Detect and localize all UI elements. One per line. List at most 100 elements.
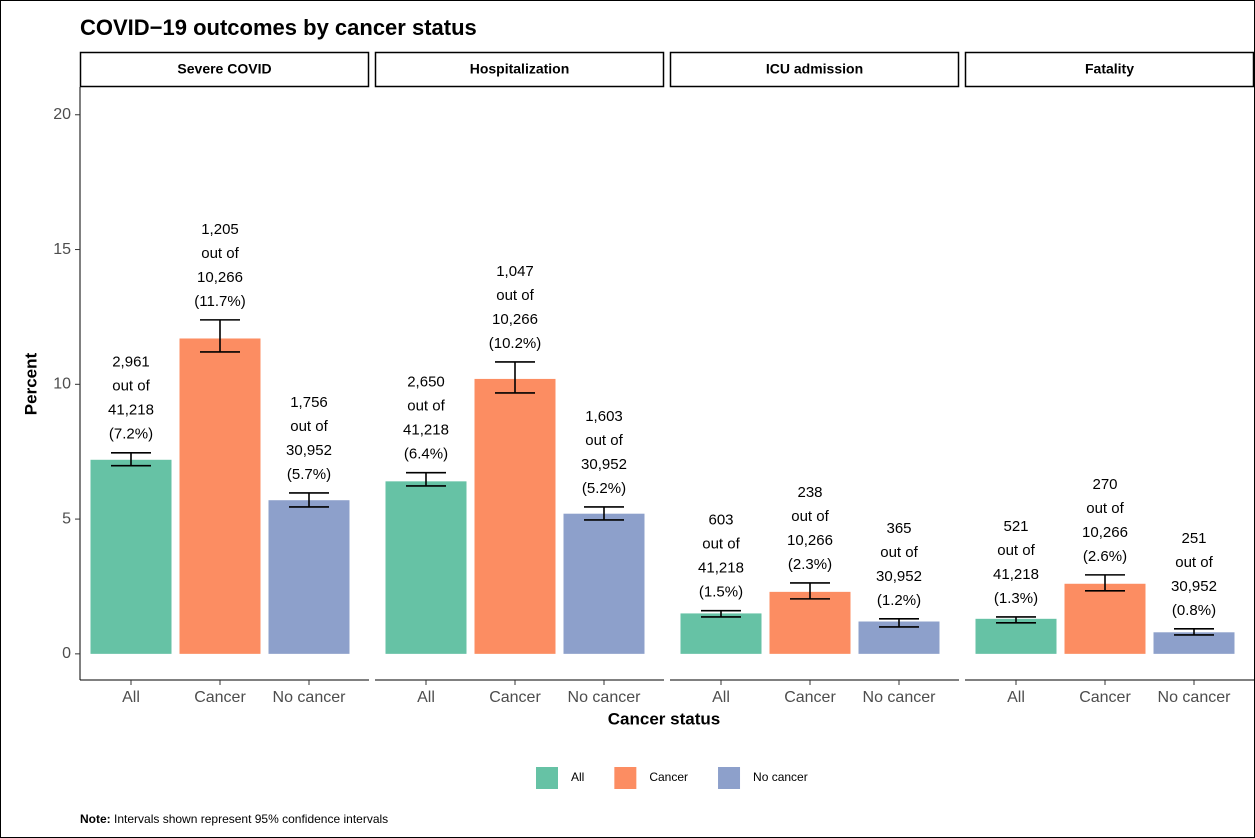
bar xyxy=(975,618,1057,654)
value-label: 1,603 xyxy=(585,408,623,425)
value-label: 41,218 xyxy=(403,422,449,439)
x-tick-label: No cancer xyxy=(273,689,347,706)
error-bar xyxy=(996,616,1036,624)
value-label: out of xyxy=(407,398,445,415)
value-label: (1.5%) xyxy=(699,584,743,601)
strip xyxy=(669,51,960,88)
x-tick-label: Cancer xyxy=(784,689,836,706)
value-label: (2.3%) xyxy=(788,556,832,573)
x-tick-label: All xyxy=(712,689,730,706)
bar xyxy=(1064,583,1146,654)
y-axis-title: Percent xyxy=(21,352,40,415)
value-label: (1.2%) xyxy=(877,592,921,609)
strip-label: Fatality xyxy=(1085,61,1134,77)
bar xyxy=(680,613,762,654)
value-label: 1,205 xyxy=(201,221,239,238)
bar xyxy=(179,338,261,654)
bar xyxy=(90,459,172,654)
legend-label: Cancer xyxy=(649,770,688,784)
legend-swatch xyxy=(536,767,558,789)
error-bar xyxy=(200,319,240,353)
x-tick-label: All xyxy=(122,689,140,706)
value-label: 41,218 xyxy=(698,560,744,577)
x-tick-label: All xyxy=(1007,689,1025,706)
value-label: 1,756 xyxy=(290,394,328,411)
value-label: 30,952 xyxy=(286,442,332,459)
value-label: 603 xyxy=(708,512,733,529)
value-label: out of xyxy=(496,287,534,304)
value-label: 2,650 xyxy=(407,374,445,391)
error-bar xyxy=(879,618,919,628)
bar xyxy=(563,513,645,654)
value-label: (11.7%) xyxy=(194,293,245,310)
strip-label: Hospitalization xyxy=(470,61,570,77)
y-tick-label: 20 xyxy=(53,106,71,123)
value-label: 2,961 xyxy=(112,354,150,371)
value-label: 251 xyxy=(1181,530,1206,547)
error-bar xyxy=(111,451,151,467)
y-tick-label: 0 xyxy=(62,645,71,662)
legend-label: All xyxy=(571,770,584,784)
legend-swatch xyxy=(614,767,637,789)
bar xyxy=(268,500,350,654)
value-label: out of xyxy=(1175,554,1213,571)
x-tick-label: Cancer xyxy=(1079,689,1131,706)
error-bar xyxy=(1174,627,1214,636)
y-tick-label: 10 xyxy=(53,376,71,393)
strip xyxy=(79,51,370,88)
value-label: 41,218 xyxy=(108,402,154,419)
strip xyxy=(964,51,1255,88)
value-label: 10,266 xyxy=(1082,524,1128,541)
value-label: (10.2%) xyxy=(489,335,542,352)
bar xyxy=(1153,632,1235,654)
strip xyxy=(374,51,665,88)
error-bar xyxy=(1085,574,1125,592)
value-label: (7.2%) xyxy=(109,426,153,443)
value-label: out of xyxy=(290,418,328,435)
value-label: out of xyxy=(702,536,740,553)
x-tick-label: Cancer xyxy=(194,689,246,706)
value-label: 41,218 xyxy=(993,566,1039,583)
value-label: 521 xyxy=(1003,518,1028,535)
note-label: Note: xyxy=(80,812,111,826)
bar xyxy=(769,591,851,654)
error-bar xyxy=(406,471,446,487)
value-label: (5.7%) xyxy=(287,466,331,483)
value-label: (6.4%) xyxy=(404,446,448,463)
value-label: (0.8%) xyxy=(1172,602,1216,619)
x-axis-title: Cancer status xyxy=(608,709,720,728)
value-label: 365 xyxy=(886,520,911,537)
value-label: (5.2%) xyxy=(582,480,626,497)
strip-label: Severe COVID xyxy=(177,61,271,77)
value-label: 10,266 xyxy=(197,269,243,286)
value-label: 30,952 xyxy=(581,456,627,473)
value-label: out of xyxy=(112,378,150,395)
y-tick-label: 15 xyxy=(53,241,71,258)
bar xyxy=(474,378,556,654)
legend-swatch xyxy=(718,767,741,789)
value-label: 30,952 xyxy=(876,568,922,585)
value-label: 238 xyxy=(797,484,822,501)
y-tick-label: 5 xyxy=(62,510,71,527)
value-label: 1,047 xyxy=(496,263,534,280)
x-tick-label: No cancer xyxy=(863,689,937,706)
x-tick-label: Cancer xyxy=(489,689,541,706)
value-label: out of xyxy=(997,542,1035,559)
error-bar xyxy=(584,506,624,521)
value-label: out of xyxy=(791,508,829,525)
value-label: out of xyxy=(585,432,623,449)
value-label: out of xyxy=(201,245,239,262)
x-tick-label: No cancer xyxy=(1158,689,1232,706)
value-label: 30,952 xyxy=(1171,578,1217,595)
value-label: (2.6%) xyxy=(1083,548,1127,565)
value-label: out of xyxy=(1086,500,1124,517)
value-label: 10,266 xyxy=(492,311,538,328)
error-bar xyxy=(701,609,741,618)
value-label: (1.3%) xyxy=(994,590,1038,607)
value-label: 10,266 xyxy=(787,532,833,549)
error-bar xyxy=(289,492,329,508)
error-bar xyxy=(790,582,830,600)
x-tick-label: No cancer xyxy=(568,689,642,706)
value-label: 270 xyxy=(1092,476,1117,493)
